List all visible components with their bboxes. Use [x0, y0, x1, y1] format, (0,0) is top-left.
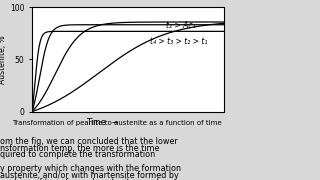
Y-axis label: Austenite, %: Austenite, % [0, 35, 7, 84]
Text: t₂ > Ac₁: t₂ > Ac₁ [166, 21, 196, 30]
Text: nsformation temp, the more is the time: nsformation temp, the more is the time [0, 144, 159, 153]
Text: enching of transformed austenite, can be: enching of transformed austenite, can be [0, 178, 167, 180]
Text: austenite, and/or with martensite formed by: austenite, and/or with martensite formed… [0, 171, 179, 180]
Text: Time  $\rightarrow$: Time $\rightarrow$ [86, 116, 119, 127]
Text: t₄ > t₃ > t₂ > t₁: t₄ > t₃ > t₂ > t₁ [150, 37, 208, 46]
Text: quired to complete the transformation: quired to complete the transformation [0, 150, 155, 159]
Text: om the fig, we can concluded that the lower: om the fig, we can concluded that the lo… [0, 137, 178, 146]
Text: y property which changes with the formation: y property which changes with the format… [0, 164, 181, 173]
Text: Transformation of pearlite to austenite as a function of time: Transformation of pearlite to austenite … [12, 120, 221, 126]
